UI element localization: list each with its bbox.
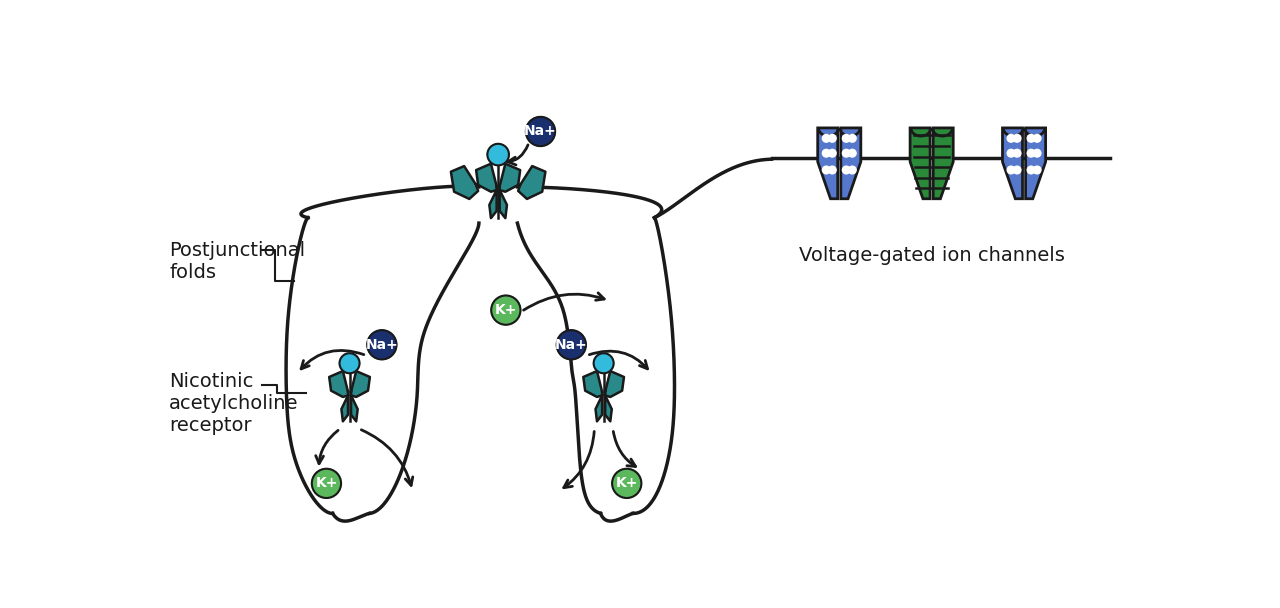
Circle shape [828,134,836,142]
Circle shape [557,330,586,359]
Circle shape [367,330,397,359]
Circle shape [1033,134,1041,142]
Polygon shape [499,164,520,192]
Circle shape [1033,166,1041,174]
Polygon shape [329,371,348,397]
Circle shape [312,469,340,498]
Text: K+: K+ [315,477,338,491]
Circle shape [842,150,850,157]
Circle shape [849,134,856,142]
Text: K+: K+ [494,303,517,317]
Circle shape [339,353,360,373]
Circle shape [492,295,521,325]
Polygon shape [910,128,931,199]
Circle shape [1014,134,1021,142]
Text: Nicotinic
acetylcholine
receptor: Nicotinic acetylcholine receptor [169,371,298,435]
Polygon shape [1025,128,1046,199]
Circle shape [849,150,856,157]
Circle shape [612,469,641,498]
Text: Na+: Na+ [366,338,398,352]
Circle shape [1028,166,1036,174]
Polygon shape [818,128,837,199]
Circle shape [849,166,856,174]
Polygon shape [605,395,612,421]
Text: Na+: Na+ [556,338,588,352]
Polygon shape [518,166,545,199]
Polygon shape [489,190,497,218]
Circle shape [1007,166,1015,174]
Text: Postjunctional
folds: Postjunctional folds [169,241,306,282]
Polygon shape [342,395,348,421]
Circle shape [1014,166,1021,174]
Polygon shape [351,371,370,397]
Circle shape [1033,150,1041,157]
Circle shape [828,166,836,174]
Circle shape [1007,134,1015,142]
Circle shape [1007,150,1015,157]
Circle shape [594,353,613,373]
Polygon shape [499,190,507,218]
Circle shape [1028,150,1036,157]
Polygon shape [933,128,954,199]
Circle shape [828,150,836,157]
Circle shape [822,134,831,142]
Circle shape [526,117,556,146]
Circle shape [488,144,509,165]
Polygon shape [451,166,479,199]
Circle shape [1028,134,1036,142]
Polygon shape [595,395,602,421]
Text: Na+: Na+ [524,125,557,139]
Circle shape [842,166,850,174]
Polygon shape [351,395,357,421]
Circle shape [822,166,831,174]
Polygon shape [841,128,861,199]
Polygon shape [476,164,497,192]
Polygon shape [1002,128,1023,199]
Circle shape [842,134,850,142]
Circle shape [1014,150,1021,157]
Text: K+: K+ [616,477,637,491]
Polygon shape [605,371,623,397]
Polygon shape [584,371,602,397]
Circle shape [822,150,831,157]
Text: Voltage-gated ion channels: Voltage-gated ion channels [799,246,1065,265]
